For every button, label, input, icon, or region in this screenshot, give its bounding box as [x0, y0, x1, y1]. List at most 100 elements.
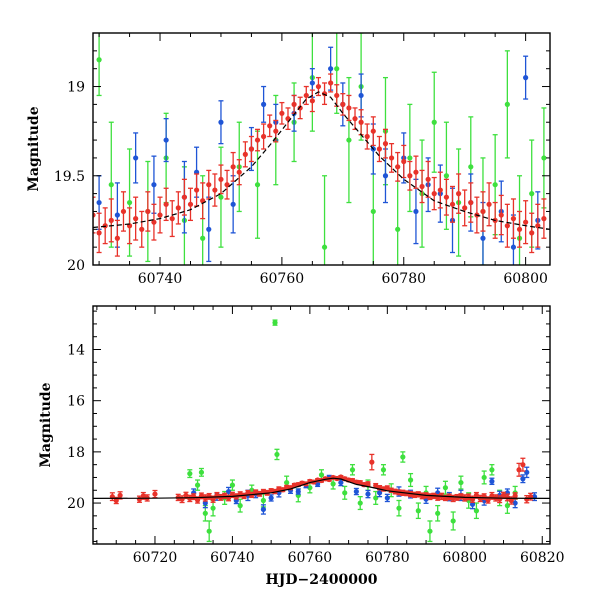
data-point [349, 464, 356, 476]
data-point [120, 191, 127, 232]
data-point [260, 504, 267, 515]
model-curve [93, 477, 550, 499]
data-point [407, 160, 413, 191]
y-tick-label: 19.5 [54, 169, 85, 185]
data-point [145, 191, 151, 232]
series-0 [93, 73, 547, 257]
x-tick-label: 60780 [365, 550, 410, 566]
data-point [285, 107, 291, 131]
data-point [370, 116, 376, 147]
data-point [541, 198, 547, 239]
y-tick-label: 20 [67, 258, 85, 274]
data-point [163, 118, 169, 163]
data-point [498, 194, 504, 236]
data-point [206, 169, 212, 200]
data-point [237, 498, 243, 513]
data-point [274, 448, 280, 461]
data-point [187, 187, 194, 222]
bottom-axis-ticks: 60720 60740 60760 60780 60800 60820 14 16 18 20 [67, 306, 565, 566]
model-curve [93, 91, 550, 230]
data-point [450, 511, 456, 531]
bottom-x-axis-label: HJD−2400000 [266, 572, 378, 588]
data-point [96, 212, 102, 254]
data-point [449, 185, 456, 223]
data-point [456, 173, 462, 214]
data-point [268, 494, 274, 502]
data-point [358, 109, 364, 136]
data-point [458, 475, 464, 490]
bottom-panel: 60720 60740 60760 60780 60800 60820 14 16 18 20 M… [38, 305, 565, 588]
data-point [200, 182, 206, 220]
data-point [516, 462, 522, 477]
data-point [334, 84, 340, 107]
data-point [152, 489, 158, 499]
data-point [486, 182, 492, 227]
data-point [535, 203, 541, 248]
data-point [407, 472, 414, 488]
data-point [108, 198, 114, 243]
y-tick-label: 19 [67, 80, 85, 96]
data-point [206, 196, 212, 263]
data-point [261, 123, 267, 150]
data-point [425, 160, 431, 198]
data-point [376, 135, 382, 163]
data-point [401, 144, 407, 179]
series-1 [191, 466, 538, 515]
data-point [198, 467, 205, 477]
data-point [437, 171, 443, 209]
data-point [133, 132, 139, 184]
data-point [212, 173, 218, 207]
x-tick-label: 60760 [260, 271, 305, 287]
y-tick-label: 18 [67, 445, 85, 461]
data-point [529, 212, 535, 254]
series-0 [109, 453, 534, 505]
data-point [181, 178, 187, 216]
data-point [229, 479, 236, 491]
series-2 [187, 319, 518, 543]
data-point [295, 488, 301, 495]
data-point [468, 182, 474, 223]
data-point [236, 159, 242, 186]
data-point [140, 491, 146, 500]
data-point [443, 178, 450, 216]
data-point [309, 89, 315, 113]
data-point [352, 107, 358, 131]
data-point [400, 451, 406, 463]
data-point [342, 485, 348, 500]
data-point [126, 207, 133, 245]
data-point [353, 487, 359, 496]
data-point [272, 319, 278, 326]
data-point [473, 502, 480, 520]
data-point [480, 191, 486, 232]
data-point [113, 496, 119, 505]
data-point [489, 477, 495, 486]
data-point [380, 464, 387, 476]
bottom-y-axis-label: Magnitude [38, 382, 54, 467]
bottom-plot-frame [92, 305, 551, 545]
bottom-plot-marks [93, 319, 550, 543]
data-point [419, 169, 425, 204]
data-point [427, 520, 433, 543]
data-point [242, 141, 248, 168]
x-tick-label: 60760 [288, 550, 333, 566]
data-point [365, 481, 371, 487]
top-panel: 60740 60760 60780 60800 19 19.5 20 Magnitude [26, 32, 551, 287]
x-tick-label: 60780 [381, 271, 426, 287]
data-point [315, 76, 322, 97]
data-point [504, 50, 510, 159]
data-point [340, 93, 346, 116]
data-point [489, 464, 495, 476]
data-point [218, 146, 224, 248]
y-tick-label: 20 [67, 496, 85, 512]
data-point [520, 474, 526, 484]
x-tick-label: 60740 [210, 550, 255, 566]
data-point [139, 210, 145, 248]
data-point [218, 100, 224, 145]
data-point [261, 85, 267, 123]
data-point [462, 189, 468, 227]
data-point [481, 470, 487, 485]
data-point [230, 175, 236, 234]
data-point [435, 504, 441, 522]
data-point [291, 94, 297, 114]
